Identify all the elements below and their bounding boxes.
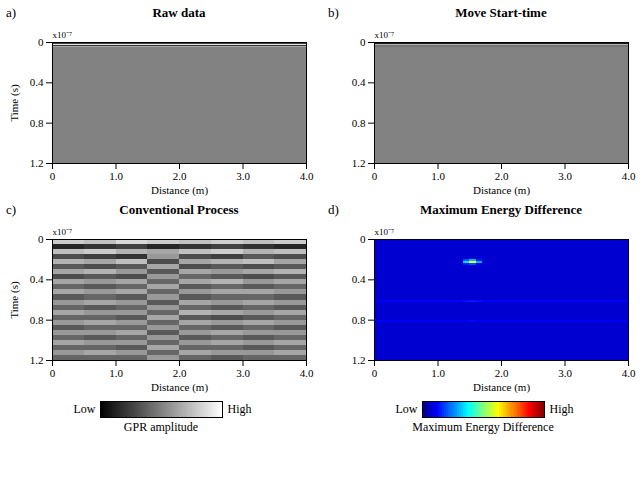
svg-text:x10⁻⁷: x10⁻⁷	[375, 227, 395, 237]
svg-text:3.0: 3.0	[236, 170, 250, 182]
svg-text:1.2: 1.2	[352, 157, 366, 169]
svg-text:Distance (m): Distance (m)	[473, 381, 530, 394]
svg-text:High: High	[228, 402, 252, 416]
svg-text:0: 0	[372, 170, 378, 182]
svg-text:4.0: 4.0	[622, 170, 636, 182]
svg-text:4.0: 4.0	[300, 170, 314, 182]
html-text:GPR amplitude: GPR amplitude	[123, 420, 199, 434]
svg-text:2.0: 2.0	[495, 170, 509, 182]
svg-text:0: 0	[38, 233, 44, 245]
svg-text:x10⁻⁷: x10⁻⁷	[375, 30, 395, 40]
html-text:Conventional Process: Conventional Process	[119, 202, 239, 217]
svg-text:Low: Low	[396, 402, 418, 416]
html-text:d): d)	[328, 202, 339, 217]
svg-text:1.2: 1.2	[352, 354, 366, 366]
svg-text:0.8: 0.8	[352, 117, 366, 129]
svg-text:0.4: 0.4	[30, 273, 44, 285]
svg-text:2.0: 2.0	[173, 367, 187, 379]
svg-text:0: 0	[360, 233, 366, 245]
svg-text:1.0: 1.0	[109, 170, 123, 182]
svg-text:Time (s): Time (s)	[8, 281, 21, 319]
svg-text:3.0: 3.0	[236, 367, 250, 379]
svg-text:3.0: 3.0	[558, 367, 572, 379]
svg-text:2.0: 2.0	[173, 170, 187, 182]
svg-text:0: 0	[38, 36, 44, 48]
html-text:c): c)	[6, 202, 17, 217]
svg-text:4.0: 4.0	[622, 367, 636, 379]
svg-text:0: 0	[50, 170, 56, 182]
svg-text:0.4: 0.4	[352, 76, 366, 88]
svg-text:x10⁻⁷: x10⁻⁷	[53, 30, 73, 40]
svg-text:4.0: 4.0	[300, 367, 314, 379]
html-text:a): a)	[6, 5, 17, 20]
html-text:b): b)	[328, 5, 339, 20]
svg-text:2.0: 2.0	[495, 367, 509, 379]
svg-text:Distance (m): Distance (m)	[151, 184, 208, 197]
svg-text:1.0: 1.0	[431, 170, 445, 182]
svg-text:0: 0	[360, 36, 366, 48]
svg-text:x10⁻⁷: x10⁻⁷	[53, 227, 73, 237]
svg-text:Distance (m): Distance (m)	[473, 184, 530, 197]
svg-text:1.0: 1.0	[431, 367, 445, 379]
svg-text:0.8: 0.8	[30, 314, 44, 326]
html-text:Maximum Energy Difference: Maximum Energy Difference	[412, 420, 554, 434]
svg-text:Low: Low	[74, 402, 96, 416]
svg-text:3.0: 3.0	[558, 170, 572, 182]
svg-text:Distance (m): Distance (m)	[151, 381, 208, 394]
svg-text:0.8: 0.8	[30, 117, 44, 129]
html-text:Maximum Energy Difference: Maximum Energy Difference	[419, 202, 583, 217]
html-text:Raw data: Raw data	[152, 5, 206, 20]
html-text:Move Start-time: Move Start-time	[455, 5, 547, 20]
svg-text:High: High	[550, 402, 574, 416]
svg-text:1.2: 1.2	[30, 354, 44, 366]
svg-text:0.4: 0.4	[352, 273, 366, 285]
svg-text:1.0: 1.0	[109, 367, 123, 379]
svg-text:1.2: 1.2	[30, 157, 44, 169]
svg-text:Time (s): Time (s)	[8, 84, 21, 122]
svg-text:0.8: 0.8	[352, 314, 366, 326]
svg-text:0: 0	[50, 367, 56, 379]
svg-text:0.4: 0.4	[30, 76, 44, 88]
svg-text:0: 0	[372, 367, 378, 379]
